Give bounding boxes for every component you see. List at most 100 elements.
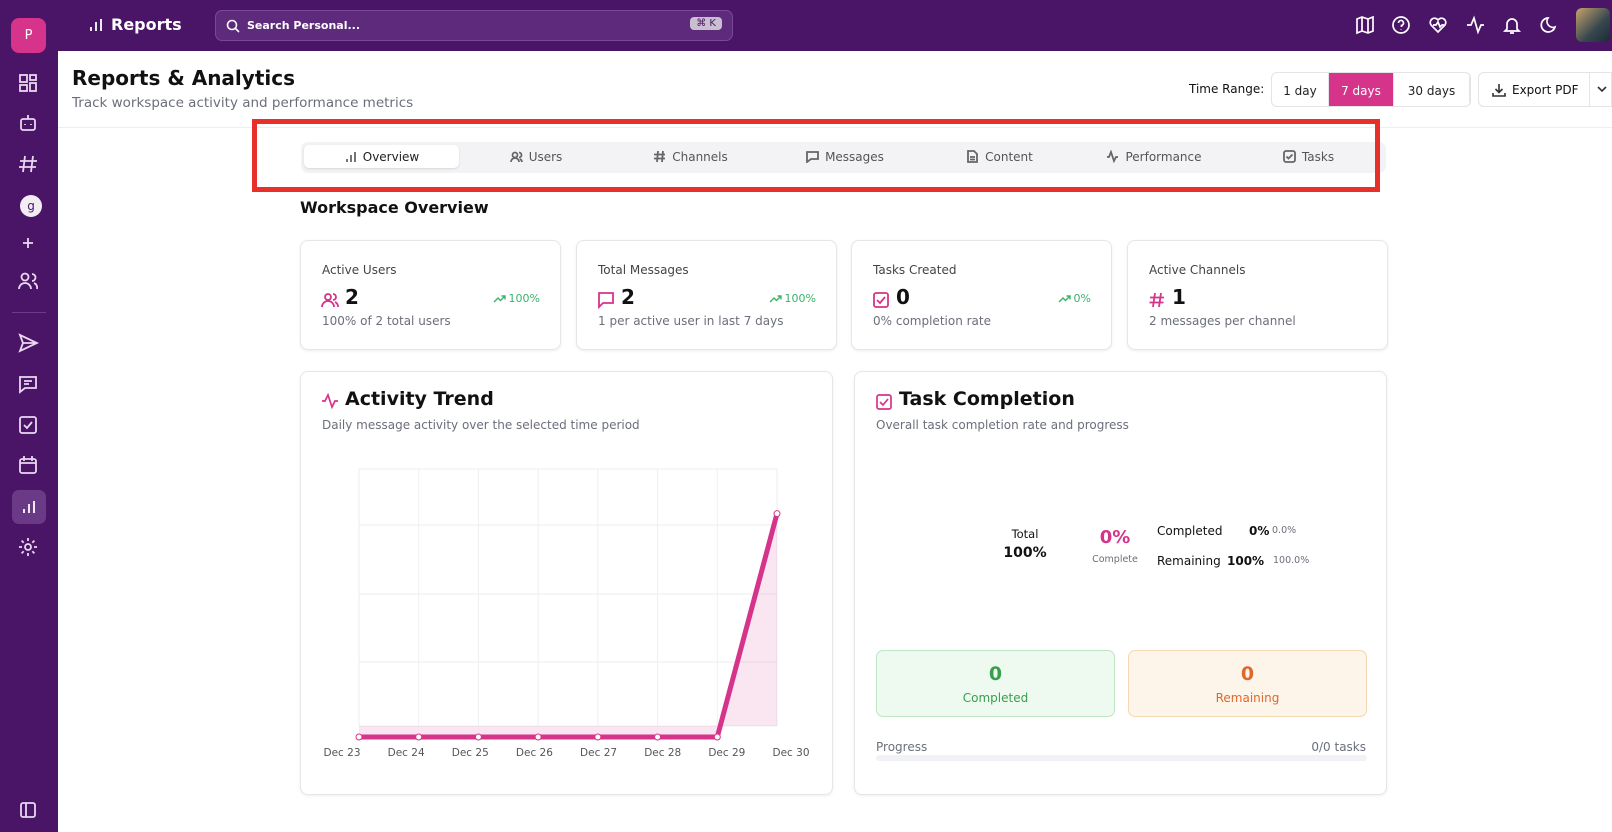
progress-bar (876, 755, 1367, 761)
people-nav[interactable] (17, 270, 41, 294)
download-icon (1492, 84, 1506, 97)
tab-label: Users (528, 149, 563, 164)
task-subtitle: Overall task completion rate and progres… (876, 418, 1129, 432)
point (654, 733, 662, 741)
time-range-option[interactable]: 7 days (1329, 73, 1394, 106)
stat-note: 100% of 2 total users (322, 314, 451, 328)
legend-pct: 0% (1249, 524, 1270, 538)
remaining-label: Remaining (1215, 691, 1280, 705)
stat-card: Active Users 2 100% 100% of 2 total users (300, 240, 561, 350)
section-title: Workspace Overview (300, 198, 489, 217)
tab-bar: Overview Users Channels Messages Content Perf… (301, 142, 1386, 173)
tab[interactable]: Performance (1077, 145, 1232, 168)
point (594, 733, 602, 741)
tab-label: Overview (362, 149, 420, 164)
tab-icon (654, 150, 666, 163)
point (534, 733, 542, 741)
search-box[interactable]: Search Personal... ⌘ K (215, 10, 733, 41)
stat-value: 0 (896, 285, 910, 309)
export-button[interactable]: Export PDF (1478, 72, 1612, 107)
search-shortcut: ⌘ K (690, 17, 722, 30)
add-nav[interactable] (17, 232, 41, 256)
search-placeholder: Search Personal... (247, 19, 361, 32)
export-menu[interactable] (1589, 72, 1612, 107)
stat-icon (597, 291, 615, 310)
tasks-nav[interactable] (17, 414, 41, 438)
calendar-nav[interactable] (17, 454, 41, 478)
stat-change-value: 100% (784, 292, 816, 305)
help-icon[interactable] (1392, 16, 1410, 34)
x-tick-label: Dec 28 (644, 747, 681, 759)
stat-label: Total Messages (598, 263, 689, 277)
trend-icon (493, 295, 506, 303)
tab[interactable]: Messages (768, 145, 923, 168)
time-range-label: Time Range: (1189, 82, 1265, 96)
workspace-avatar[interactable]: P (11, 18, 46, 53)
time-range-group: 1 day 7 days 30 days (1271, 72, 1471, 107)
sidebar-divider (12, 312, 46, 313)
time-range-option[interactable]: 30 days (1394, 73, 1470, 106)
tab-label: Content (985, 149, 1033, 164)
page-title: Reports (111, 15, 182, 34)
bot-nav[interactable] (17, 112, 41, 136)
tab-icon (345, 152, 356, 162)
theme-icon[interactable] (1540, 17, 1557, 33)
task-card: Task Completion Overall task completion … (854, 371, 1387, 795)
tab-label: Performance (1125, 149, 1202, 164)
point (355, 733, 363, 741)
stat-note: 1 per active user in last 7 days (598, 314, 784, 328)
tab[interactable]: Tasks (1231, 145, 1386, 168)
stat-note: 0% completion rate (873, 314, 991, 328)
tab[interactable]: Overview (304, 145, 459, 168)
settings-nav[interactable] (17, 536, 41, 560)
tab-label: Tasks (1301, 149, 1335, 164)
tab-icon (1107, 150, 1119, 163)
task-title: Task Completion (899, 388, 1075, 410)
point (474, 733, 482, 741)
header-title: Reports & Analytics (72, 66, 295, 90)
remaining-count: 0 (1240, 663, 1255, 685)
legend-exact: 0.0% (1272, 525, 1297, 536)
total-label: Total (1011, 527, 1039, 541)
dashboard-nav[interactable] (17, 72, 41, 96)
activity-icon (322, 392, 338, 410)
notifications-icon[interactable] (1502, 18, 1522, 34)
user-nav[interactable]: g (20, 195, 42, 217)
header-subtitle: Track workspace activity and performance… (72, 95, 414, 111)
activity-icon[interactable] (1467, 15, 1484, 35)
send-nav[interactable] (17, 332, 41, 356)
stat-label: Tasks Created (873, 263, 957, 277)
chart-title: Activity Trend (345, 388, 494, 410)
user-avatar[interactable] (1576, 8, 1610, 42)
rate-value: 0% (1099, 527, 1131, 548)
completed-count: 0 (988, 663, 1003, 685)
tab[interactable]: Users (459, 145, 614, 168)
collapse-nav[interactable] (17, 799, 41, 823)
stat-icon (1148, 291, 1166, 309)
progress-label: Progress (876, 740, 928, 754)
messages-nav[interactable] (17, 373, 41, 397)
channels-nav[interactable] (17, 153, 41, 177)
total-value: 100% (1003, 545, 1047, 561)
health-icon[interactable] (1429, 17, 1447, 34)
reports-icon (90, 19, 102, 31)
x-tick-label: Dec 27 (580, 747, 617, 759)
stat-change-value: 100% (508, 292, 540, 305)
stat-card: Active Channels 1 2 messages per channel (1127, 240, 1388, 350)
tab-icon (1283, 150, 1296, 163)
tab[interactable]: Channels (613, 145, 768, 168)
map-icon[interactable] (1356, 15, 1374, 35)
time-range-option[interactable]: 1 day (1272, 73, 1329, 106)
completed-label: Completed (962, 691, 1029, 705)
stat-label: Active Channels (1149, 263, 1246, 277)
sidebar: P g (0, 0, 58, 832)
reports-nav-active[interactable] (12, 490, 46, 524)
x-tick-label: Dec 26 (516, 747, 553, 759)
remaining-box: 0 Remaining (1128, 650, 1367, 717)
line (359, 513, 780, 740)
export-label: Export PDF (1512, 83, 1579, 97)
tab[interactable]: Content (922, 145, 1077, 168)
completed-box: 0 Completed (876, 650, 1115, 717)
tab-label: Channels (672, 149, 728, 164)
stat-card: Tasks Created 0 0% 0% completion rate (851, 240, 1112, 350)
